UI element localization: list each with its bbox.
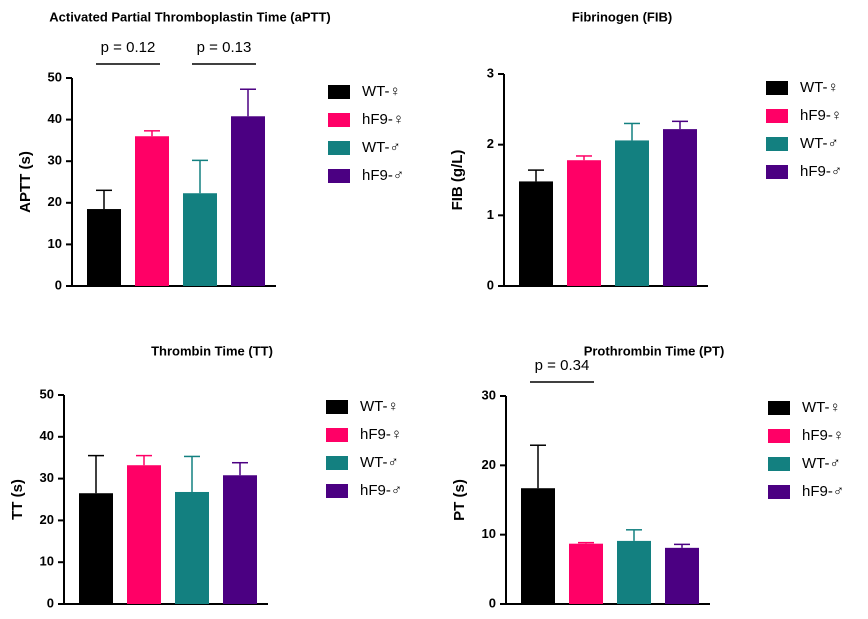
- y-tick-label: 20: [482, 457, 496, 472]
- bar: [135, 136, 169, 286]
- legend-label: WT-♀: [360, 398, 399, 415]
- y-tick-label: 0: [489, 595, 496, 610]
- y-tick-label: 40: [48, 111, 62, 126]
- bar: [79, 493, 113, 604]
- y-tick-label: 50: [40, 386, 54, 401]
- y-tick-label: 20: [48, 194, 62, 209]
- bar: [663, 129, 697, 286]
- legend-swatch: [766, 137, 788, 151]
- legend-swatch: [328, 85, 350, 99]
- p-value: p = 0.13: [197, 39, 252, 56]
- legend-label: hF9-♂: [362, 167, 404, 184]
- bar: [569, 543, 603, 604]
- y-tick-label: 10: [40, 554, 54, 569]
- bar: [183, 193, 217, 286]
- bar: [521, 488, 555, 604]
- legend-swatch: [328, 169, 350, 183]
- y-tick-label: 50: [48, 69, 62, 84]
- legend-swatch: [768, 485, 790, 499]
- legend-swatch: [766, 165, 788, 179]
- legend-swatch: [768, 429, 790, 443]
- legend-label: hF9-♂: [360, 482, 402, 499]
- y-tick-label: 0: [55, 277, 62, 292]
- p-value: p = 0.34: [535, 357, 590, 374]
- bar: [127, 465, 161, 604]
- legend-swatch: [326, 400, 348, 414]
- chart-title: Thrombin Time (TT): [151, 343, 273, 358]
- legend-label: WT-♂: [802, 455, 841, 472]
- y-tick-label: 20: [40, 512, 54, 527]
- y-tick-label: 3: [487, 65, 494, 80]
- chart-title: Fibrinogen (FIB): [572, 9, 672, 24]
- chart-title: Activated Partial Thromboplastin Time (a…: [49, 9, 330, 24]
- y-axis-label: TT (s): [9, 479, 26, 520]
- bar: [665, 547, 699, 604]
- legend-label: hF9-♀: [802, 427, 844, 444]
- legend-label: hF9-♀: [362, 111, 404, 128]
- y-tick-label: 30: [40, 470, 54, 485]
- y-tick-label: 1: [487, 207, 494, 222]
- legend-label: WT-♂: [360, 454, 399, 471]
- bar: [223, 475, 257, 604]
- y-tick-label: 10: [48, 236, 62, 251]
- legend-swatch: [766, 109, 788, 123]
- legend-label: WT-♀: [802, 399, 841, 416]
- chart-title: Prothrombin Time (PT): [584, 343, 725, 358]
- legend-swatch: [768, 457, 790, 471]
- legend-label: WT-♀: [362, 83, 401, 100]
- bar: [615, 140, 649, 286]
- y-tick-label: 2: [487, 136, 494, 151]
- bar: [87, 209, 121, 286]
- legend-label: WT-♀: [800, 79, 839, 96]
- legend-label: hF9-♀: [360, 426, 402, 443]
- legend-swatch: [328, 141, 350, 155]
- y-tick-label: 30: [482, 387, 496, 402]
- bar: [519, 181, 553, 286]
- bar: [175, 491, 209, 604]
- y-axis-label: PT (s): [451, 479, 468, 521]
- bar: [617, 540, 651, 604]
- y-tick-label: 40: [40, 428, 54, 443]
- legend-label: hF9-♀: [800, 107, 842, 124]
- bar: [567, 160, 601, 286]
- legend-label: hF9-♂: [802, 483, 844, 500]
- legend-label: hF9-♂: [800, 163, 842, 180]
- y-tick-label: 30: [48, 153, 62, 168]
- legend-swatch: [768, 401, 790, 415]
- legend-label: WT-♂: [800, 135, 839, 152]
- y-tick-label: 10: [482, 526, 496, 541]
- y-tick-label: 0: [487, 277, 494, 292]
- p-value: p = 0.12: [101, 39, 156, 56]
- legend-swatch: [328, 113, 350, 127]
- y-axis-label: APTT (s): [17, 151, 34, 213]
- y-tick-label: 0: [47, 595, 54, 610]
- legend-swatch: [326, 456, 348, 470]
- legend-label: WT-♂: [362, 139, 401, 156]
- legend-swatch: [326, 428, 348, 442]
- bar: [231, 116, 265, 286]
- legend-swatch: [766, 81, 788, 95]
- y-axis-label: FIB (g/L): [449, 150, 466, 211]
- legend-swatch: [326, 484, 348, 498]
